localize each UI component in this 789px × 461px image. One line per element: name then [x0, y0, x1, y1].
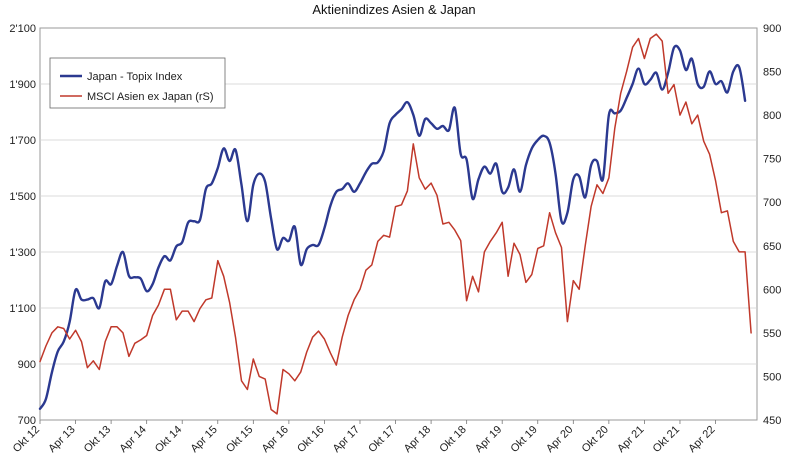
x-tick-label: Okt 18 [437, 424, 468, 455]
x-tick-label: Apr 16 [260, 424, 291, 455]
x-tick-label: Okt 13 [82, 424, 113, 455]
right-tick-label: 900 [763, 23, 781, 35]
right-tick-label: 600 [763, 284, 781, 296]
x-tick-label: Apr 20 [544, 424, 575, 455]
x-tick-label: Apr 14 [117, 424, 148, 455]
x-tick-label: Okt 20 [580, 424, 611, 455]
x-tick-label: Okt 12 [11, 424, 42, 455]
x-tick-label: Apr 17 [331, 424, 362, 455]
legend-label-topix: Japan - Topix Index [87, 71, 183, 83]
left-tick-label: 1'900 [9, 79, 36, 91]
right-tick-label: 850 [763, 67, 781, 79]
legend-label-msci: MSCI Asien ex Japan (rS) [87, 91, 214, 103]
x-tick-label: Okt 15 [224, 424, 255, 455]
left-tick-label: 900 [18, 359, 36, 371]
legend-box [49, 57, 226, 109]
left-tick-label: 1'300 [9, 247, 36, 259]
right-tick-label: 500 [763, 371, 781, 383]
right-axis: 450 500 550 600 650 700 750 800 850 900 [763, 23, 781, 427]
x-tick-label: Okt 19 [508, 424, 539, 455]
right-tick-label: 800 [763, 110, 781, 122]
left-tick-label: 2'100 [9, 23, 36, 35]
right-tick-label: 550 [763, 328, 781, 340]
left-axis: 700 900 1'100 1'300 1'500 1'700 1'900 2'100 [9, 23, 36, 427]
gridlines [40, 83, 757, 365]
right-tick-label: 700 [763, 197, 781, 209]
x-tick-label: Okt 16 [295, 424, 326, 455]
right-tick-label: 650 [763, 241, 781, 253]
series-line-msci [39, 33, 752, 415]
x-tick-label: Apr 21 [615, 424, 646, 455]
series-lines [38, 33, 752, 415]
right-tick-label: 750 [763, 154, 781, 166]
x-tick-label: Apr 18 [402, 424, 433, 455]
x-tick-label: Okt 17 [366, 424, 397, 455]
legend: Japan - Topix Index MSCI Asien ex Japan … [49, 57, 226, 109]
right-tick-label: 450 [763, 415, 781, 427]
series-line-topix [38, 44, 747, 410]
chart-title: Aktienindizes Asien & Japan [312, 2, 475, 17]
x-tick-label: Okt 14 [153, 424, 184, 455]
x-tick-label: Apr 15 [188, 424, 219, 455]
x-tick-label: Okt 21 [651, 424, 682, 455]
x-tick-label: Apr 13 [46, 424, 77, 455]
left-tick-label: 700 [18, 415, 36, 427]
left-tick-label: 1'100 [9, 303, 36, 315]
x-tick-label: Apr 19 [473, 424, 504, 455]
x-axis: Okt 12 Apr 13 Okt 13 Apr 14 Okt 14 Apr 15 Okt … [11, 420, 718, 455]
x-tick-label: Apr 22 [686, 424, 717, 455]
left-tick-label: 1'700 [9, 135, 36, 147]
left-tick-label: 1'500 [9, 191, 36, 203]
